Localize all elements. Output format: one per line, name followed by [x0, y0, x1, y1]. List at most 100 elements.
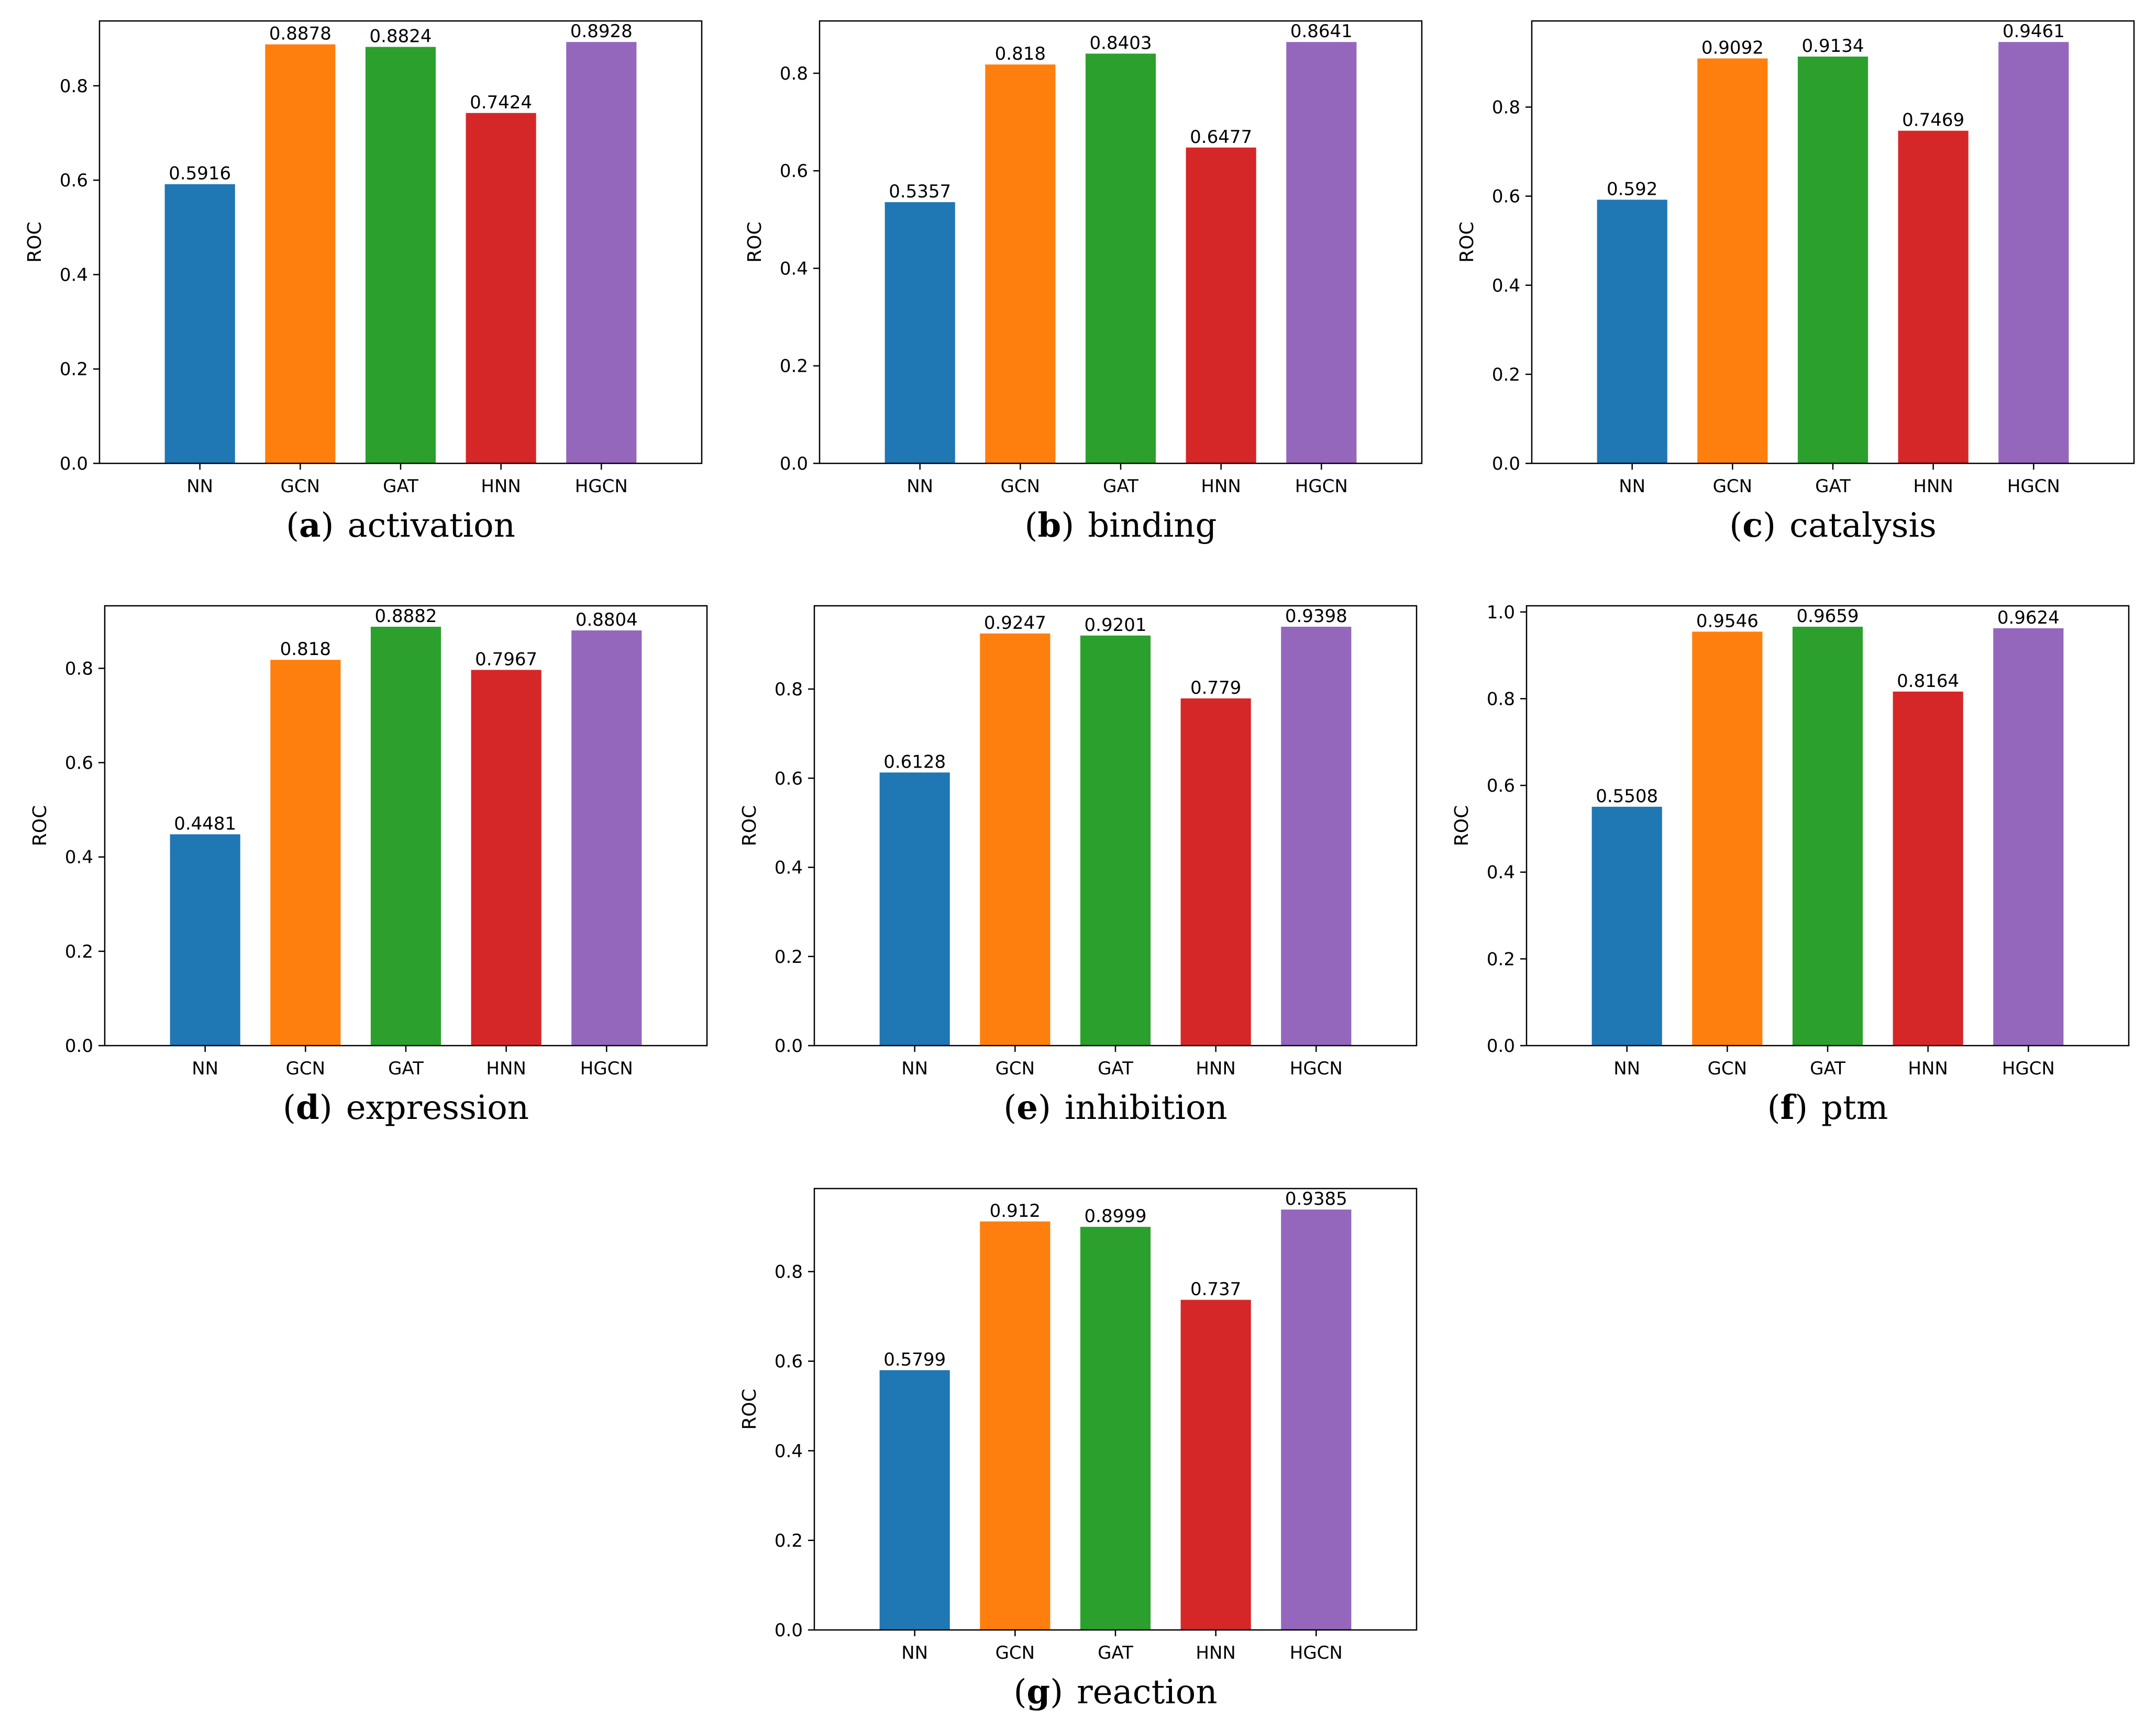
caption-paren-open: (	[1767, 1089, 1781, 1127]
y-tick-label: 0.8	[775, 1262, 803, 1283]
y-tick-label: 0.0	[775, 1036, 803, 1057]
bar-value-label: 0.8641	[1290, 21, 1353, 42]
y-tick-label: 0.0	[1487, 1036, 1515, 1057]
y-tick-label: 0.0	[775, 1620, 803, 1641]
caption-paren-open: (	[1025, 506, 1038, 545]
y-tick-label: 0.2	[65, 941, 93, 962]
panel-g: 0.5799 0.912 0.8999 0.737 0.9385 0.0 0.2 0.4 0.6…	[739, 1188, 1418, 1712]
x-tick-label: GCN	[1708, 1058, 1748, 1079]
x-tick-label: GAT	[388, 1058, 424, 1079]
bar-value-label: 0.8824	[370, 26, 432, 47]
bar-value-label: 0.818	[280, 639, 331, 660]
x-tick-label: GCN	[996, 1058, 1035, 1079]
y-tick-label: 0.0	[65, 1036, 93, 1057]
bar-gcn	[1692, 631, 1763, 1046]
x-tick-label: GAT	[1810, 1058, 1845, 1079]
caption-text: ptm	[1821, 1089, 1888, 1127]
caption-text: inhibition	[1065, 1089, 1228, 1127]
bar-value-label: 0.4481	[174, 813, 236, 834]
bar-value-label: 0.9092	[1701, 38, 1764, 59]
x-tick-label: HGCN	[580, 1058, 633, 1079]
y-tick-label: 0.6	[60, 170, 88, 191]
x-tick-label: GAT	[1815, 476, 1851, 497]
y-tick-label: 0.6	[775, 768, 803, 789]
y-tick-label: 0.2	[60, 359, 88, 380]
bar-gcn	[265, 44, 336, 463]
caption-letter: c	[1742, 506, 1763, 545]
bar-nn	[164, 184, 235, 464]
x-tick-label: HNN	[1913, 476, 1953, 497]
bar-gat	[1085, 53, 1156, 463]
bar-value-label: 0.6477	[1190, 127, 1252, 148]
y-tick-label: 0.8	[65, 658, 93, 679]
caption-paren-close: )	[1061, 506, 1074, 545]
panel-a: 0.5916 0.8878 0.8824 0.7424 0.8928 0.0 0.2 0.4 0…	[24, 20, 703, 545]
bar-gat	[365, 47, 436, 463]
bar-nn	[879, 772, 950, 1046]
caption-paren-open: (	[283, 1089, 296, 1127]
x-tick-label: HNN	[1196, 1058, 1235, 1079]
bar-value-label: 0.5916	[169, 163, 231, 184]
x-tick-label: GAT	[383, 476, 418, 497]
caption-paren-open: (	[1729, 506, 1742, 545]
y-tick-label: 0.0	[1492, 453, 1520, 474]
bar-nn	[1597, 199, 1667, 463]
x-tick-label: HGCN	[575, 476, 628, 497]
y-tick-label: 0.8	[1487, 689, 1515, 709]
bar-hgcn	[1281, 1209, 1352, 1630]
bar-hgcn	[1286, 42, 1357, 464]
bar-value-label: 0.9461	[2003, 21, 2065, 42]
y-axis-label: ROC	[739, 1389, 760, 1430]
x-tick-label: HNN	[481, 476, 521, 497]
caption-paren-close: )	[1795, 1089, 1808, 1127]
bar-value-label: 0.9201	[1085, 615, 1147, 636]
x-tick-label: HNN	[1908, 1058, 1948, 1079]
x-tick-label: NN	[901, 1058, 928, 1079]
bar-value-label: 0.8928	[570, 21, 633, 42]
x-tick-label: NN	[192, 1058, 218, 1079]
bar-gat	[1792, 627, 1863, 1046]
y-tick-label: 0.4	[65, 847, 93, 868]
bar-value-label: 0.9624	[1997, 607, 2060, 628]
bar-nn	[879, 1370, 950, 1630]
x-tick-label: GAT	[1103, 476, 1138, 497]
bar-value-label: 0.7469	[1902, 110, 1964, 131]
bar-value-label: 0.912	[990, 1201, 1041, 1222]
panel-e: 0.6128 0.9247 0.9201 0.779 0.9398 0.0 0.2 0.4 0.…	[739, 605, 1418, 1127]
y-tick-label: 0.2	[780, 356, 808, 377]
y-tick-label: 0.0	[60, 453, 88, 474]
y-axis-label: ROC	[1456, 221, 1478, 263]
caption-letter: b	[1037, 506, 1061, 545]
y-tick-label: 0.6	[775, 1351, 803, 1372]
caption-paren-close: )	[319, 1089, 333, 1127]
bar-value-label: 0.737	[1190, 1279, 1241, 1300]
y-tick-label: 0.2	[775, 1530, 803, 1551]
bar-nn	[1591, 806, 1662, 1046]
panel-caption: (e) inhibition	[1003, 1088, 1227, 1127]
y-tick-label: 0.4	[780, 258, 808, 279]
caption-letter: g	[1026, 1672, 1050, 1712]
y-axis-label: ROC	[29, 805, 51, 847]
bar-value-label: 0.9659	[1797, 606, 1859, 627]
bar-value-label: 0.8403	[1090, 32, 1152, 53]
x-tick-label: HNN	[1196, 1643, 1235, 1663]
panel-c: 0.592 0.9092 0.9134 0.7469 0.9461 0.0 0.2 0.4 0.…	[1456, 20, 2135, 545]
y-tick-label: 0.4	[775, 1441, 803, 1462]
bar-value-label: 0.7967	[475, 649, 537, 670]
bar-gcn	[1697, 58, 1768, 464]
bar-value-label: 0.592	[1607, 179, 1657, 199]
bar-value-label: 0.8999	[1085, 1206, 1147, 1227]
bar-value-label: 0.9398	[1285, 606, 1347, 627]
bar-hgcn	[1281, 627, 1352, 1046]
bar-value-label: 0.7424	[470, 92, 532, 113]
x-tick-label: HGCN	[1295, 476, 1348, 497]
y-tick-label: 0.4	[60, 264, 88, 285]
bar-gat	[1797, 57, 1868, 464]
caption-paren-close: )	[321, 506, 334, 545]
panel-b: 0.5357 0.818 0.8403 0.6477 0.8641 0.0 0.2 0.4 0.…	[744, 20, 1423, 545]
panel-caption: (a) activation	[286, 506, 515, 545]
panel-f: 0.5508 0.9546 0.9659 0.8164 0.9624 0.0 0.2 0.4 0…	[1451, 602, 2130, 1127]
y-tick-label: 0.4	[775, 858, 803, 879]
